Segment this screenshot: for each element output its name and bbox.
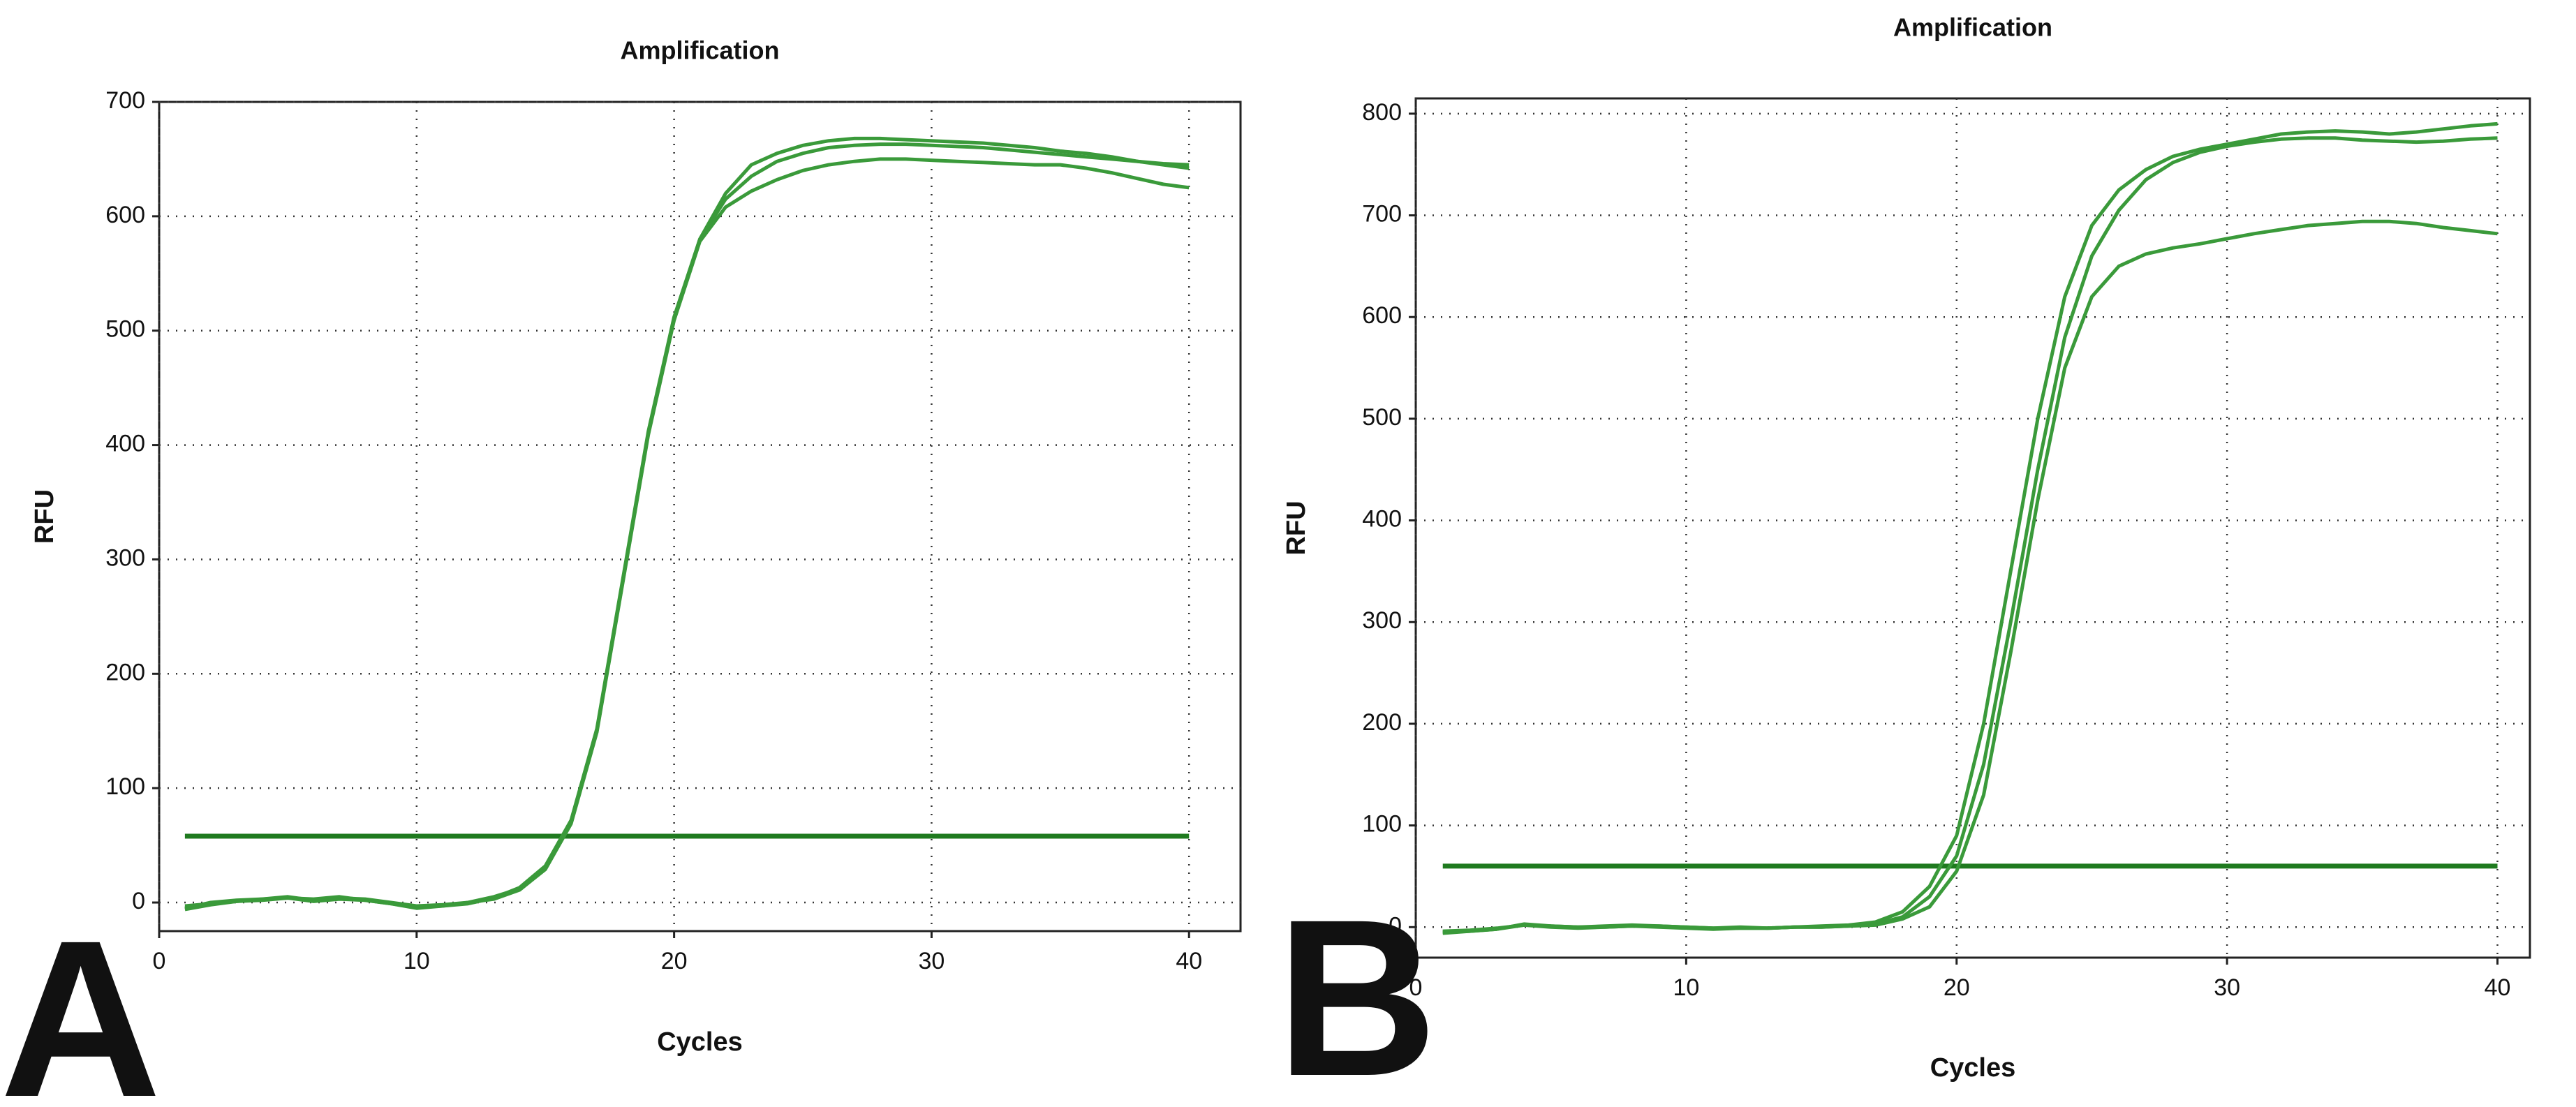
amplification-curve xyxy=(1442,219,2498,935)
y-tick-label: 800 xyxy=(1362,99,1402,126)
x-tick-label: 10 xyxy=(404,948,430,974)
y-tick-label: 300 xyxy=(1362,607,1402,634)
x-tick-label: 0 xyxy=(153,948,166,974)
panel-label: B xyxy=(1276,872,1437,1107)
y-tick-label: 600 xyxy=(1362,302,1402,329)
y-tick-label: 0 xyxy=(1389,912,1402,939)
y-tick-label: 200 xyxy=(105,659,145,685)
x-tick-label: 0 xyxy=(1409,974,1423,1001)
x-tick-label: 20 xyxy=(661,948,688,974)
y-tick-label: 400 xyxy=(1362,506,1402,533)
panel-label: A xyxy=(0,893,161,1107)
y-tick-label: 100 xyxy=(105,773,145,800)
x-tick-label: 40 xyxy=(1176,948,1202,974)
x-tick-label: 30 xyxy=(919,948,945,974)
y-tick-label: 500 xyxy=(105,316,145,343)
y-tick-label: 700 xyxy=(105,87,145,114)
plot-area xyxy=(1414,97,2531,959)
amplification-curve xyxy=(184,157,1190,912)
y-tick-label: 300 xyxy=(105,544,145,571)
y-tick-label: 600 xyxy=(105,202,145,228)
x-tick-label: 40 xyxy=(2485,974,2511,1001)
y-tick-label: 500 xyxy=(1362,404,1402,431)
x-tick-label: 20 xyxy=(1944,974,1970,1001)
y-tick-label: 200 xyxy=(1362,709,1402,736)
plot-area xyxy=(158,101,1242,933)
chart-title: Amplification xyxy=(620,36,779,65)
y-tick-label: 700 xyxy=(1362,201,1402,228)
y-axis-label: RFU xyxy=(30,489,59,544)
y-tick-label: 0 xyxy=(132,888,145,914)
x-axis-label: Cycles xyxy=(1930,1053,2016,1083)
x-tick-label: 30 xyxy=(2214,974,2240,1001)
x-tick-label: 10 xyxy=(1673,974,1699,1001)
x-axis-label: Cycles xyxy=(657,1027,743,1057)
chart-title: Amplification xyxy=(1893,13,2052,42)
y-tick-label: 100 xyxy=(1362,811,1402,838)
y-axis-label: RFU xyxy=(1282,500,1311,555)
y-tick-label: 400 xyxy=(105,431,145,457)
